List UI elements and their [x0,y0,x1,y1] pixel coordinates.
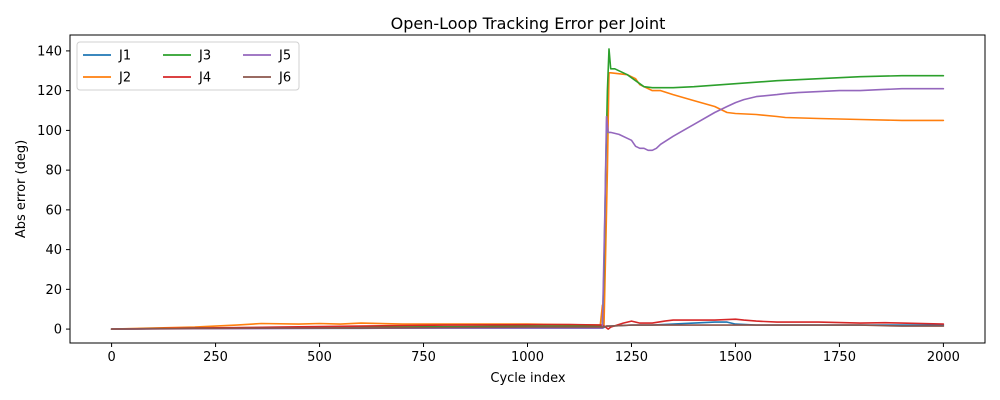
legend-item-j6: J6 [243,71,291,86]
series-line-j6 [110,324,945,330]
y-tick-label: 140 [37,44,62,59]
y-tick-label: 80 [45,164,62,179]
y-tick-label: 20 [45,283,62,298]
legend-label: J1 [118,49,131,64]
legend: J1 J2 J3 J4 J5 J6 [76,41,300,91]
x-tick-label: 1500 [719,350,752,365]
chart-title: Open-Loop Tracking Error per Joint [391,14,666,33]
y-tick-label: 40 [45,243,62,258]
legend-label: J4 [198,71,211,86]
series-line-j5 [110,87,945,330]
y-axis-label: Abs error (deg) [14,140,29,238]
x-tick-label: 750 [411,350,436,365]
x-tick-label: 500 [307,350,332,365]
legend-item-j5: J5 [243,49,291,64]
y-tick-label: 60 [45,203,62,218]
legend-item-j2: J2 [83,71,131,86]
y-tick-label: 120 [37,84,62,99]
series-line-j2 [110,72,945,330]
legend-box [76,41,300,91]
legend-label: J6 [278,71,291,86]
legend-label: J2 [118,71,131,86]
x-tick-label: 1250 [615,350,648,365]
legend-label: J3 [198,49,211,64]
x-axis-label: Cycle index [490,371,566,386]
series-line-j4 [110,318,945,330]
legend-label: J5 [278,49,291,64]
series-line-j3 [110,48,945,330]
legend-item-j3: J3 [163,49,211,64]
x-tick-label: 2000 [927,350,960,365]
y-tick-label: 100 [37,124,62,139]
x-tick-label: 1750 [823,350,856,365]
y-axis-ticks: 0 20 40 60 80 100 120 140 [37,44,70,338]
y-tick-label: 0 [54,323,62,338]
x-axis-ticks: 0 250 500 750 1000 1250 1500 1750 2000 [107,343,960,365]
legend-item-j4: J4 [163,71,211,86]
legend-item-j1: J1 [83,49,131,64]
x-tick-label: 1000 [511,350,544,365]
x-tick-label: 250 [203,350,228,365]
x-tick-label: 0 [107,350,115,365]
plot-series [110,48,945,330]
